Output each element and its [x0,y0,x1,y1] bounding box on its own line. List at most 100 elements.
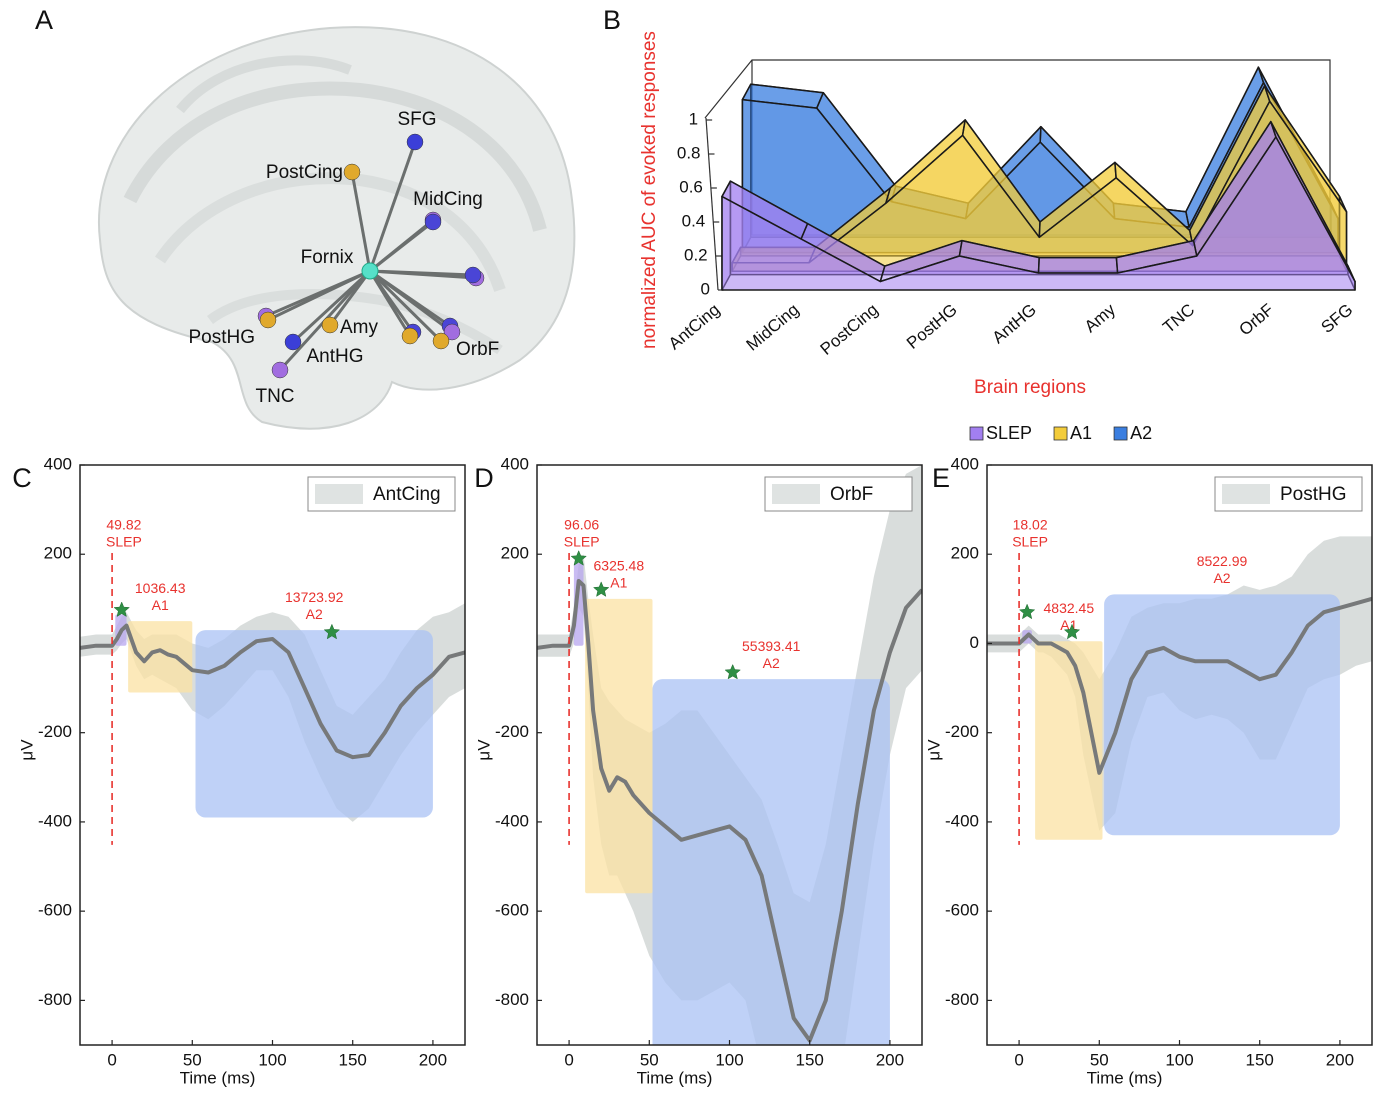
node-label: OrbF [456,339,499,360]
y-tick-label: 400 [501,454,529,473]
y-tick-label: -200 [38,722,72,741]
y-tick-label: 0.2 [684,245,708,264]
window-name: A1 [610,575,627,591]
x-tick-label: 200 [1326,1050,1354,1069]
node-sphere [407,134,423,150]
axis-frame [706,118,718,290]
x-tick-label: MidCing [743,300,803,355]
y-tick-label: -600 [945,901,979,920]
y-axis-label: μV [17,739,36,761]
x-tick-label: Amy [1081,300,1120,337]
y-tick-label: -200 [495,722,529,741]
y-tick-label: 400 [951,454,979,473]
y-tick-label: -600 [495,901,529,920]
auc-value: 13723.92 [285,589,344,605]
x-tick-label: 50 [183,1050,202,1069]
window-name: A2 [1213,570,1230,586]
y-tick-label: 0 [701,279,710,298]
auc-value: 96.06 [564,517,599,533]
x-tick-label: 0 [107,1050,116,1069]
node-label: SFG [397,109,436,130]
auc-value: 1036.43 [135,580,186,596]
auc-value: 4832.45 [1044,600,1095,616]
x-tick-label: AntHG [989,300,1040,347]
legend-swatch [1114,427,1127,440]
auc-value: 55393.41 [742,638,801,654]
x-tick-label: 200 [876,1050,904,1069]
y-tick-label: 400 [44,454,72,473]
x-tick-label: 50 [640,1050,659,1069]
x-axis-label: Time (ms) [1087,1068,1163,1087]
node-sphere [260,312,276,328]
x-tick-label: TNC [1159,300,1198,337]
y-tick-label: 200 [951,544,979,563]
node-sphere [344,164,360,180]
node-label: MidCing [413,189,483,210]
brain [99,27,574,429]
panel-label: D [474,463,494,493]
x-tick-label: 0 [1014,1050,1023,1069]
x-tick-label: AntCing [665,300,724,353]
x-tick-label: PostHG [903,300,961,353]
x-tick-label: 100 [258,1050,286,1069]
auc-value: 49.82 [106,517,141,533]
x-tick-label: 200 [419,1050,447,1069]
y-tick-label: 0 [970,633,979,652]
legend-label: A1 [1070,423,1092,443]
ribbon-top [1039,258,1118,273]
y-axis-label: μV [474,739,493,761]
node-sphere [272,362,288,378]
auc-value: 18.02 [1013,517,1048,533]
window-name: A2 [306,606,323,622]
auc-value: 8522.99 [1197,553,1248,569]
center-node [362,263,378,279]
plot-area [80,603,465,822]
y-tick-label: -800 [495,990,529,1009]
legend-swatch [970,427,983,440]
panel-label: C [12,463,32,493]
x-axis-label: Time (ms) [637,1068,713,1087]
y-axis-label: normalized AUC of evoked responses [639,31,660,349]
legend-label: PostHG [1280,484,1347,505]
y-tick-label: 0.6 [679,177,703,196]
x-tick-label: 150 [796,1050,824,1069]
node-label: AntHG [306,346,363,367]
y-tick-label: -800 [38,990,72,1009]
y-tick-label: -400 [495,811,529,830]
window [585,599,652,893]
y-tick-label: -400 [945,811,979,830]
y-tick-label: -200 [945,722,979,741]
node-sphere [433,333,449,349]
x-axis-label: Time (ms) [180,1068,256,1087]
x-tick-label: 0 [564,1050,573,1069]
node-sphere [322,317,338,333]
node-label: PostHG [188,327,255,348]
figure: A B C D E SFG PostCing MidCing PostHG Amy Ant… [0,0,1384,1093]
legend-label: A2 [1130,423,1152,443]
node-label: PostCing [266,162,343,183]
panel-label: E [932,463,950,493]
x-tick-label: 100 [1165,1050,1193,1069]
x-tick-label: SFG [1317,300,1356,337]
x-tick-label: 150 [339,1050,367,1069]
y-tick-label: -400 [38,811,72,830]
node-sphere [425,214,441,230]
legend-swatch [315,484,363,504]
y-tick-label: 1 [689,109,698,128]
significance-star [1020,604,1035,619]
y-tick-label: 200 [501,544,529,563]
legend-label: SLEP [986,423,1032,443]
y-tick-label: 200 [44,544,72,563]
center-label: Fornix [301,247,354,268]
panel-label: A [35,5,53,35]
node-label: TNC [255,386,294,407]
plot-area [987,536,1372,839]
y-tick-label: -600 [38,901,72,920]
window-name: SLEP [1012,534,1048,550]
node-sphere [465,267,481,283]
x-tick-label: 50 [1090,1050,1109,1069]
panel-label: B [603,5,621,35]
x-tick-label: PostCing [817,300,882,359]
node-sphere [402,328,418,344]
window-name: SLEP [564,534,600,550]
